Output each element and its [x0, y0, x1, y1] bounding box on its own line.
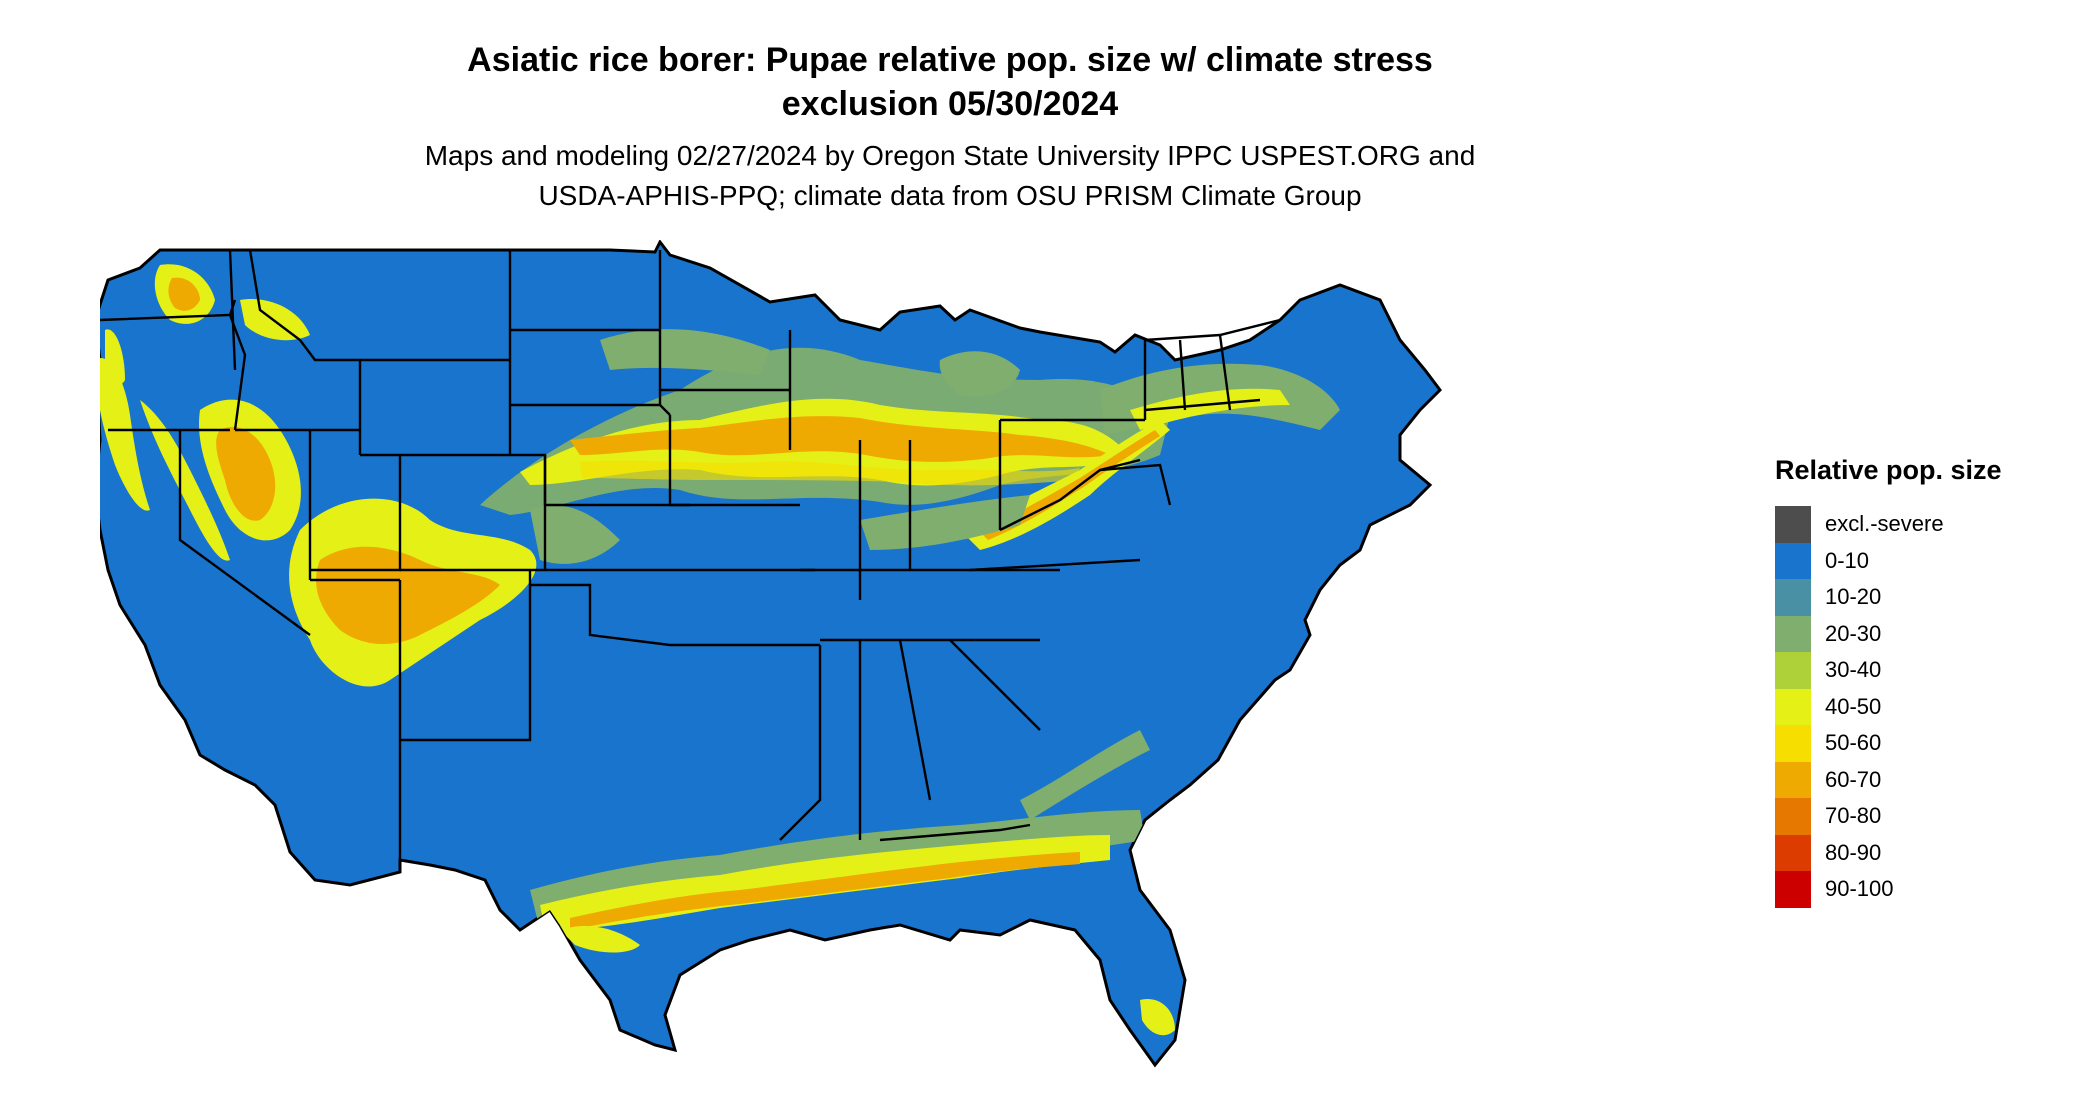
map-subtitle: Maps and modeling 02/27/2024 by Oregon S… — [0, 136, 1900, 216]
new-england — [1144, 318, 1281, 412]
md-de — [1099, 463, 1172, 506]
legend-item: 70-80 — [1775, 798, 2002, 835]
legend-label: 60-70 — [1825, 766, 1882, 792]
band-texas-yellow — [560, 925, 640, 953]
legend-item: 40-50 — [1775, 688, 2002, 725]
band-idaho — [240, 299, 310, 341]
legend-items: excl.-severe 0-10 10-20 20-30 30-40 40-50 50-6… — [1775, 506, 2002, 908]
band-gulf-orange — [570, 852, 1080, 930]
band-plains-green — [600, 329, 770, 375]
legend-item: 30-40 — [1775, 652, 2002, 689]
nc-va-border — [969, 558, 1141, 572]
legend-swatch — [1775, 871, 1811, 908]
or-id-border — [228, 314, 247, 431]
id-mt-border — [248, 249, 360, 362]
legend-swatch — [1775, 652, 1811, 689]
subtitle-line-2: USDA-APHIS-PPQ; climate data from OSU PR… — [538, 180, 1362, 211]
band-ca-coast — [100, 358, 150, 511]
legend-swatch — [1775, 579, 1811, 616]
band-northeast-yellow — [1130, 388, 1290, 430]
legend-label: 90-100 — [1825, 876, 1894, 902]
title-line-1: Asiatic rice borer: Pupae relative pop. … — [467, 41, 1433, 79]
band-appalachian-core — [980, 430, 1160, 540]
legend-item: excl.-severe — [1775, 506, 2002, 543]
title-line-2: exclusion 05/30/2024 — [781, 85, 1119, 123]
legend-item: 80-90 — [1775, 834, 2002, 871]
subtitle-line-1: Maps and modeling 02/27/2024 by Oregon S… — [424, 140, 1476, 171]
legend-label: 0-10 — [1825, 547, 1870, 573]
band-ohio-green — [860, 495, 1030, 550]
map-title: Asiatic rice borer: Pupae relative pop. … — [0, 38, 1900, 126]
legend-label: 40-50 — [1825, 693, 1882, 719]
legend-swatch — [1775, 688, 1811, 725]
band-southwest-green — [530, 505, 620, 564]
legend-label: 20-30 — [1825, 620, 1882, 646]
legend-item: 10-20 — [1775, 579, 2002, 616]
ca-nv-border — [178, 430, 311, 636]
band-michigan-green — [939, 351, 1020, 397]
state-borders — [100, 249, 1281, 860]
ga-fl-border — [879, 823, 1031, 842]
va-wv-border — [999, 458, 1141, 532]
ok-tx-border — [530, 583, 700, 647]
band-50-60-central — [580, 460, 1080, 486]
legend-item: 90-100 — [1775, 871, 2002, 908]
wa-id-border — [228, 249, 237, 371]
us-map — [100, 240, 1442, 1068]
legend-label: 30-40 — [1825, 657, 1882, 683]
suitability-bands — [100, 264, 1340, 1036]
legend-title: Relative pop. size — [1775, 455, 2002, 485]
band-basin-core — [216, 426, 276, 521]
legend-swatch — [1775, 761, 1811, 798]
ga-sc-border — [949, 639, 1041, 731]
legend-swatch — [1775, 506, 1811, 543]
legend-swatch — [1775, 725, 1811, 762]
legend-item: 20-30 — [1775, 615, 2002, 652]
legend-swatch — [1775, 798, 1811, 835]
legend-item: 50-60 — [1775, 725, 2002, 762]
band-sierra — [140, 400, 230, 561]
map-legend: Relative pop. size excl.-severe 0-10 10-20… — [1775, 455, 2002, 908]
la-ms-border — [779, 645, 822, 841]
band-60-70-central — [570, 416, 1110, 462]
legend-item: 60-70 — [1775, 761, 2002, 798]
legend-label: 80-90 — [1825, 839, 1882, 865]
legend-label: 70-80 — [1825, 803, 1882, 829]
band-northwest-core — [168, 277, 200, 311]
legend-swatch — [1775, 542, 1811, 579]
legend-swatch — [1775, 834, 1811, 871]
al-ga-border — [898, 639, 932, 801]
band-atlantic-green — [1020, 730, 1150, 820]
legend-label: 50-60 — [1825, 730, 1882, 756]
legend-item: 0-10 — [1775, 542, 2002, 579]
band-oregon-coast — [105, 329, 125, 384]
band-florida-tip — [1140, 999, 1175, 1036]
legend-swatch — [1775, 615, 1811, 652]
nm-tx-border — [400, 570, 532, 742]
legend-label: 10-20 — [1825, 584, 1882, 610]
legend-label: excl.-severe — [1825, 511, 1944, 537]
